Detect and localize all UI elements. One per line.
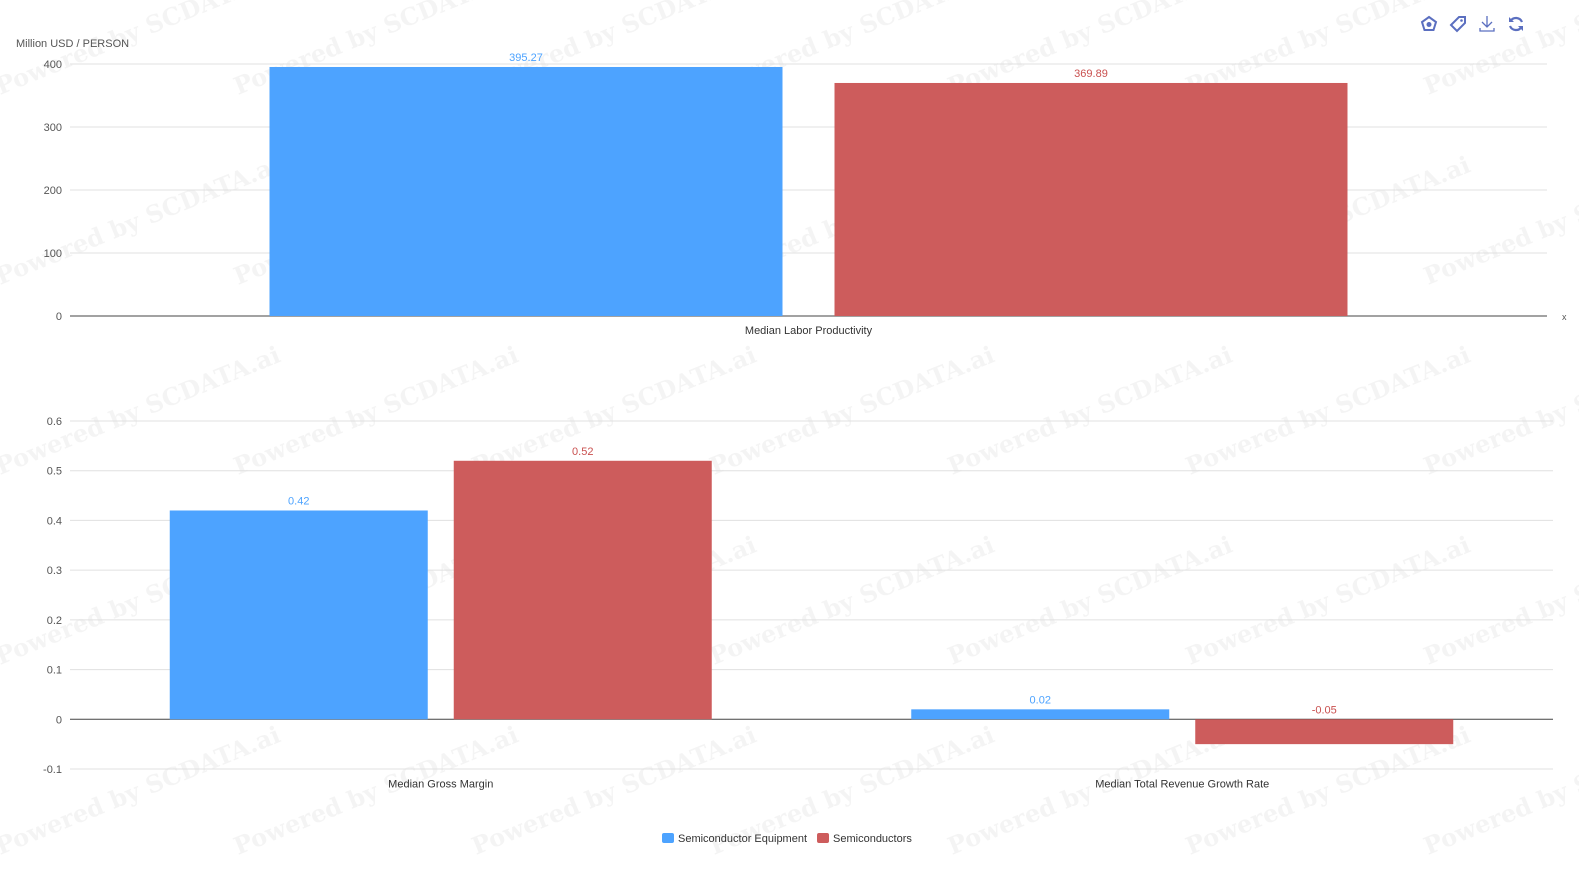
data-label: 369.89 — [1074, 68, 1108, 80]
y-tick-label: 0 — [56, 714, 62, 726]
legend[interactable]: Semiconductor Equipment Semiconductors — [662, 833, 912, 845]
y-tick-label: 300 — [44, 122, 62, 134]
bar-semiconductors — [453, 460, 712, 720]
x-category-label: Median Gross Margin — [388, 778, 493, 790]
y-tick-label: 0.4 — [47, 515, 62, 527]
refresh-icon[interactable] — [1507, 14, 1525, 34]
tag-icon[interactable] — [1449, 14, 1467, 34]
y-tick-label: 0.6 — [47, 416, 62, 428]
radar-icon[interactable] — [1420, 14, 1438, 34]
y-tick-label: 400 — [44, 59, 62, 71]
y-tick-label: 0.2 — [47, 615, 62, 627]
x-axis-name: x — [1562, 312, 1567, 322]
bar-semiconductor-equipment — [169, 510, 428, 720]
y-tick-label: 0 — [56, 311, 62, 323]
y-tick-label: 100 — [44, 248, 62, 260]
data-label: 0.52 — [572, 446, 593, 458]
chart-margin-growth: -0.1 0 0.1 0.2 0.3 0.4 0.5 0.6 Median Gross Marg… — [43, 416, 1553, 790]
legend-item-label[interactable]: Semiconductors — [833, 833, 912, 845]
x-category-label: Median Total Revenue Growth Rate — [1095, 778, 1269, 790]
y-tick-label: 200 — [44, 185, 62, 197]
data-label: -0.05 — [1312, 704, 1337, 716]
data-label: 0.42 — [288, 495, 309, 507]
legend-swatch[interactable] — [817, 833, 830, 843]
bar-semiconductor-equipment — [911, 709, 1170, 720]
toolbar — [1420, 14, 1525, 34]
bar-semiconductors — [1195, 719, 1454, 745]
data-label: 0.02 — [1030, 694, 1051, 706]
y-tick-label: -0.1 — [43, 764, 62, 776]
bar-semiconductors — [834, 82, 1348, 316]
legend-item-label[interactable]: Semiconductor Equipment — [678, 833, 807, 845]
y-tick-label: 0.5 — [47, 466, 62, 478]
y-tick-label: 0.3 — [47, 565, 62, 577]
chart-labor-productivity: Million USD / PERSON x 0 100 200 300 400 Medi… — [16, 38, 1567, 337]
data-label: 395.27 — [509, 52, 543, 64]
y-axis-title: Million USD / PERSON — [16, 38, 129, 50]
y-tick-label: 0.1 — [47, 665, 62, 677]
bar-semiconductor-equipment — [269, 66, 783, 317]
legend-swatch[interactable] — [662, 833, 674, 843]
download-icon[interactable] — [1478, 14, 1496, 34]
x-category-label: Median Labor Productivity — [745, 325, 873, 337]
